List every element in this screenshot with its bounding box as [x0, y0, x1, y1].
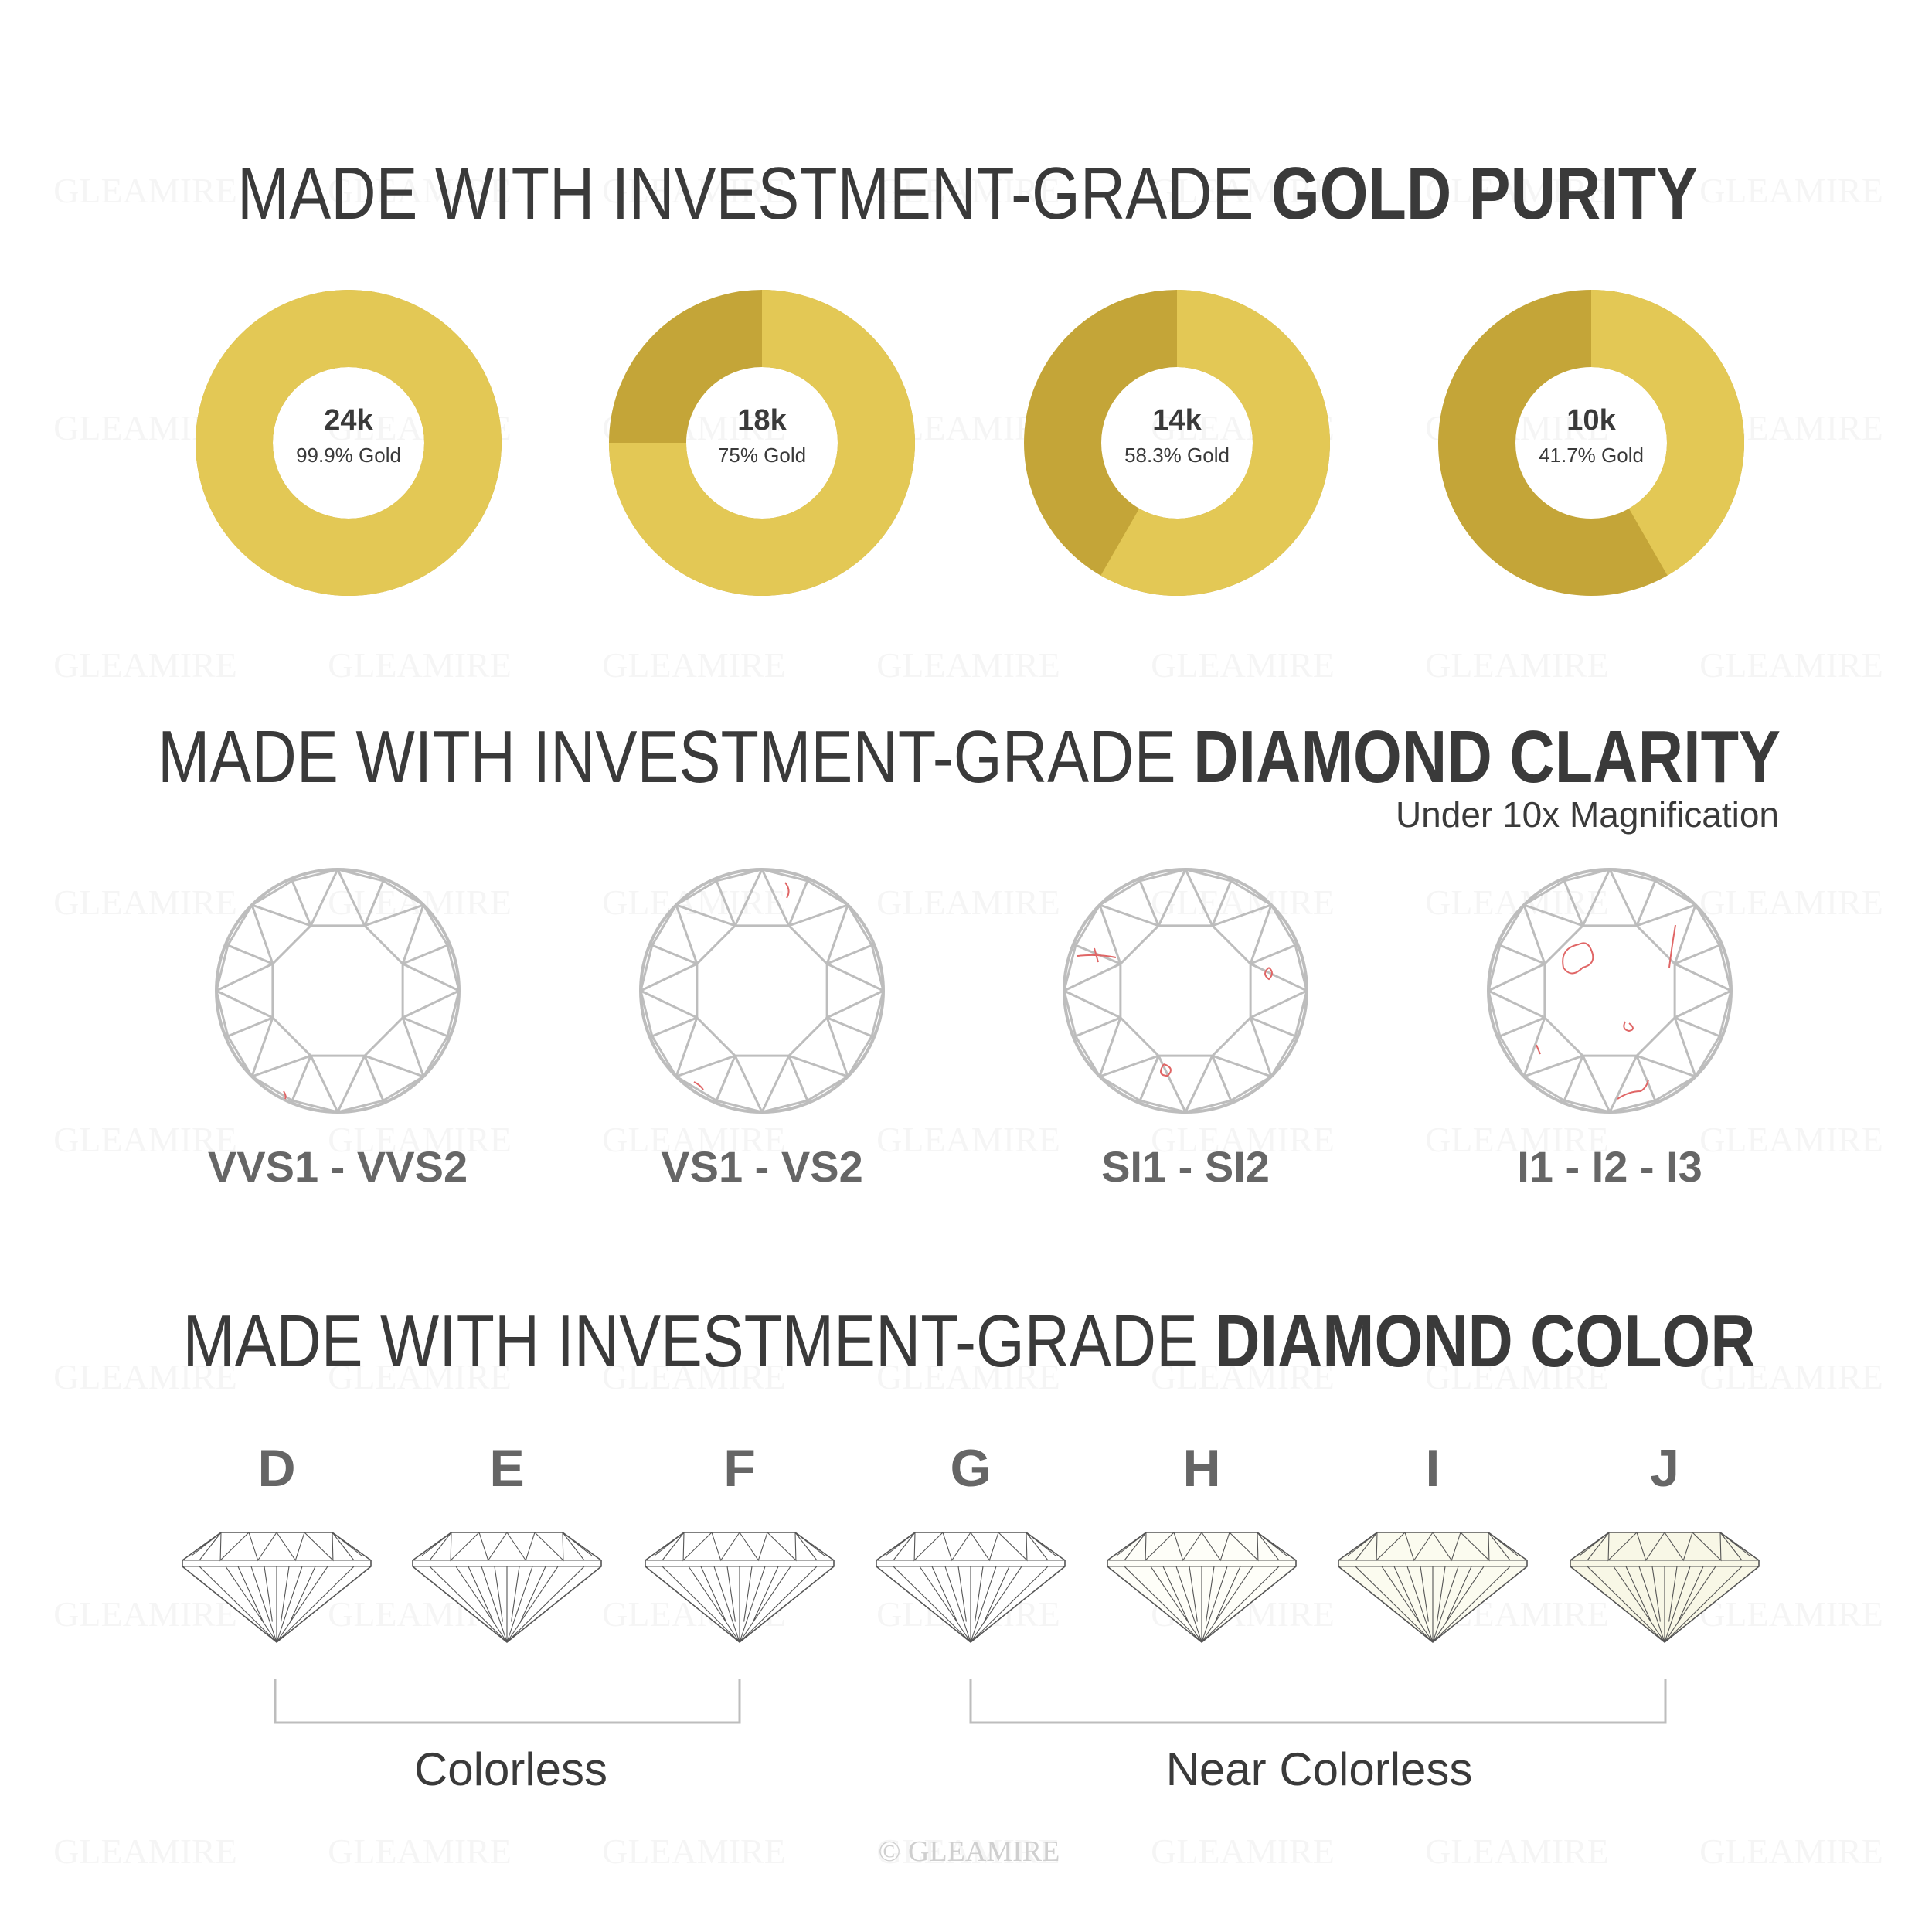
watermark-text: GLEAMIRE	[1699, 1594, 1883, 1634]
gold-title: MADE WITH INVESTMENT-GRADE GOLD PURITY	[237, 152, 1698, 235]
color-grade-label: E	[489, 1439, 524, 1498]
inclusion-mark	[1617, 1079, 1649, 1100]
gold-donut-10k: 10k 41.7% Gold	[1438, 290, 1744, 596]
clarity-title: MADE WITH INVESTMENT-GRADE DIAMOND CLARI…	[158, 716, 1781, 798]
color-grade-label: G	[951, 1439, 992, 1498]
watermark-text: GLEAMIRE	[1699, 171, 1883, 210]
gold-donut-24k: 24k 99.9% Gold	[196, 290, 502, 596]
color-grade-label: D	[257, 1439, 295, 1498]
gold-percent-label: 58.3% Gold	[1124, 444, 1230, 467]
inclusion-mark	[784, 882, 790, 899]
watermark-text: GLEAMIRE	[602, 1832, 786, 1871]
color-diamond-D: D	[182, 1439, 372, 1643]
watermark-text: GLEAMIRE	[876, 883, 1060, 922]
watermark-text: GLEAMIRE	[1699, 1120, 1883, 1159]
donut-gold-slice	[1100, 290, 1331, 597]
color-diamond-J: J	[1570, 1439, 1760, 1643]
inclusion-mark	[1623, 1021, 1634, 1032]
inclusion-mark	[283, 1090, 287, 1100]
clarity-diagrams: VVS1 - VVS2 VS1 - VS2 SI1 - SI2 I1 - I2 - I…	[208, 868, 1733, 1191]
inclusion-mark	[1094, 947, 1099, 963]
karat-label: 10k	[1566, 404, 1616, 437]
gold-percent-label: 99.9% Gold	[296, 444, 401, 467]
color-diamond-G: G	[876, 1439, 1066, 1643]
watermark-text: GLEAMIRE	[602, 645, 786, 685]
inclusion-mark	[1160, 1063, 1172, 1077]
colorless-bracket	[274, 1679, 741, 1724]
clarity-diamond-3: SI1 - SI2	[1063, 868, 1308, 1191]
gold-donut-18k: 18k 75% Gold	[609, 290, 915, 596]
watermark-text: GLEAMIRE	[1699, 645, 1883, 685]
watermark-text: GLEAMIRE	[1425, 645, 1609, 685]
clarity-diamond-2: VS1 - VS2	[639, 868, 885, 1191]
watermark-text: GLEAMIRE	[328, 645, 512, 685]
color-title: MADE WITH INVESTMENT-GRADE DIAMOND COLOR	[183, 1300, 1756, 1383]
clarity-subtitle: Under 10x Magnification	[1396, 794, 1779, 835]
karat-label: 14k	[1152, 404, 1202, 437]
color-diamonds: D E F G H I J	[182, 1439, 1760, 1643]
color-diamond-H: H	[1107, 1439, 1297, 1643]
clarity-diamond-4: I1 - I2 - I3	[1487, 868, 1733, 1191]
gold-donut-14k: 14k 58.3% Gold	[1024, 290, 1331, 597]
watermark-text: GLEAMIRE	[876, 645, 1060, 685]
inclusion-mark	[1668, 924, 1676, 968]
color-diamond-E: E	[412, 1439, 602, 1643]
gold-percent-label: 41.7% Gold	[1539, 444, 1644, 467]
clarity-grade-label: I1 - I2 - I3	[1517, 1142, 1702, 1191]
colorless-label: Colorless	[414, 1743, 607, 1795]
watermark-text: GLEAMIRE	[53, 645, 237, 685]
inclusion-mark	[693, 1081, 704, 1090]
clarity-diamond-1: VVS1 - VVS2	[208, 868, 468, 1191]
clarity-grade-label: VS1 - VS2	[661, 1142, 862, 1191]
watermark-text: GLEAMIRE	[53, 1832, 237, 1871]
color-grade-label: F	[723, 1439, 756, 1498]
donut-gold-slice	[609, 290, 915, 596]
color-diamond-I: I	[1338, 1439, 1528, 1643]
watermark-text: GLEAMIRE	[1699, 1832, 1883, 1871]
inclusion-mark	[1562, 942, 1594, 975]
watermark-text: GLEAMIRE	[1699, 883, 1883, 922]
watermark-text: GLEAMIRE	[53, 1594, 237, 1634]
watermark-text: GLEAMIRE	[876, 1120, 1060, 1159]
color-grade-label: I	[1426, 1439, 1440, 1498]
gold-purity-donuts: 24k 99.9% Gold 18k 75% Gold 14k 58.3% Gold 10k…	[196, 290, 1744, 597]
clarity-grade-label: SI1 - SI2	[1101, 1142, 1270, 1191]
near-colorless-label: Near Colorless	[1166, 1743, 1473, 1795]
watermark-text: GLEAMIRE	[1151, 1832, 1335, 1871]
clarity-grade-label: VVS1 - VVS2	[208, 1142, 468, 1191]
inclusion-mark	[1264, 967, 1273, 981]
karat-label: 24k	[324, 404, 373, 437]
copyright: © GLEAMIRE	[879, 1835, 1060, 1868]
watermark-text: GLEAMIRE	[53, 171, 237, 210]
watermark-text: GLEAMIRE	[328, 1832, 512, 1871]
inclusion-mark	[1536, 1044, 1541, 1055]
karat-label: 18k	[737, 404, 787, 437]
color-grade-label: H	[1182, 1439, 1220, 1498]
color-diamond-F: F	[645, 1439, 835, 1643]
gold-percent-label: 75% Gold	[718, 444, 806, 467]
color-grade-label: J	[1650, 1439, 1679, 1498]
donut-gold-slice	[196, 290, 502, 596]
watermark-text: GLEAMIRE	[1151, 645, 1335, 685]
watermark-text: GLEAMIRE	[1425, 1832, 1609, 1871]
donut-gold-slice	[1591, 290, 1744, 576]
near-colorless-bracket	[969, 1679, 1667, 1724]
watermark-text: GLEAMIRE	[53, 883, 237, 922]
